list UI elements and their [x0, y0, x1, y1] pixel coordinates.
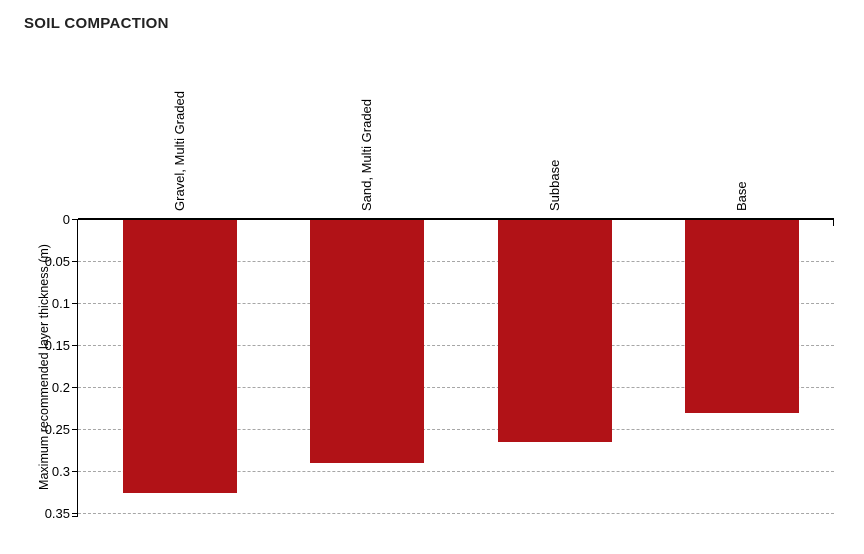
y-axis-end-tick: [72, 515, 78, 517]
y-tick-label: 0.05: [44, 253, 70, 269]
y-gridline: [78, 261, 834, 262]
y-gridline: [78, 471, 834, 472]
category-label: Base: [733, 181, 749, 211]
y-tick-mark: [72, 218, 78, 221]
y-tick-label: 0: [62, 211, 70, 227]
y-tick-mark: [72, 260, 78, 263]
y-tick-mark: [72, 344, 78, 347]
y-gridline: [78, 345, 834, 346]
y-tick-mark: [72, 512, 78, 515]
bar-base: [684, 219, 799, 413]
category-label: Subbase: [546, 159, 562, 211]
category-label: Sand, Multi Graded: [359, 98, 375, 211]
y-tick-label: 0.15: [44, 337, 70, 353]
y-gridline: [78, 303, 834, 304]
y-gridline: [78, 429, 834, 430]
y-axis-title: Maximum recommended layer thickness (m): [37, 244, 51, 490]
bar-subbase: [497, 219, 612, 443]
y-tick-mark: [72, 302, 78, 305]
x-axis-end-tick: [832, 219, 834, 226]
y-gridline: [78, 513, 834, 514]
y-tick-mark: [72, 470, 78, 473]
y-tick-label: 0.35: [44, 505, 70, 521]
y-tick-label: 0.1: [51, 295, 70, 311]
y-gridline: [78, 387, 834, 388]
y-tick-label: 0.3: [51, 463, 70, 479]
bar-sand-multi-graded: [310, 219, 425, 464]
x-axis-zero-line: [78, 218, 834, 220]
bar-gravel-multi-graded: [123, 219, 237, 493]
y-tick-mark: [72, 386, 78, 389]
y-tick-label: 0.2: [51, 379, 70, 395]
category-label: Gravel, Multi Graded: [172, 91, 187, 211]
chart-title: SOIL COMPACTION: [24, 15, 169, 32]
y-tick-label: 0.25: [44, 421, 70, 437]
y-tick-mark: [72, 428, 78, 431]
y-axis-line: [76, 219, 78, 517]
